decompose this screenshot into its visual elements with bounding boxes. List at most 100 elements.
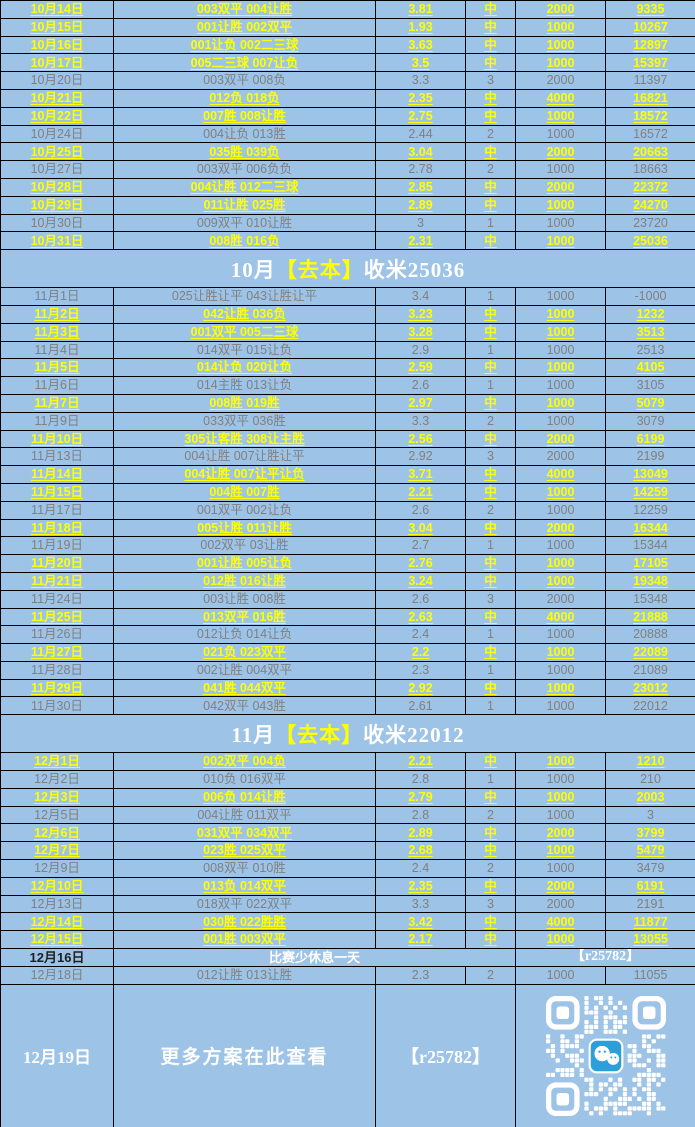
stake-cell: 1000 — [515, 841, 606, 861]
stake-cell: 1000 — [515, 965, 606, 985]
result-cell: 中 — [465, 787, 516, 807]
odds-cell: 2.68 — [375, 841, 466, 861]
profit-cell: 22089 — [605, 643, 695, 662]
date-cell: 11月24日 — [0, 589, 114, 609]
result-cell: 1 — [465, 625, 516, 645]
date-cell: 10月28日 — [0, 177, 114, 197]
stake-cell: 1000 — [515, 231, 606, 251]
date-cell: 12月10日 — [0, 876, 114, 896]
picks-cell: 042双平 043胜 — [113, 696, 376, 716]
stake-cell: 1000 — [515, 554, 606, 573]
date-cell: 10月14日 — [0, 0, 114, 19]
picks-cell: 014主胜 013让负 — [113, 376, 376, 395]
odds-cell: 2.79 — [375, 787, 466, 807]
date-cell: 11月13日 — [0, 447, 114, 467]
picks-cell: 001让负 002二三球 — [113, 35, 376, 55]
bet-row: 11月2日 042让胜 036负 3.23 中 1000 1232 — [0, 304, 695, 324]
date-cell: 11月15日 — [0, 482, 114, 502]
odds-cell: 3.42 — [375, 912, 466, 932]
odds-cell: 3 — [375, 213, 466, 233]
profit-cell: 22372 — [605, 177, 695, 197]
picks-cell: 014让负 020让负 — [113, 358, 376, 378]
result-cell: 2 — [465, 411, 516, 431]
result-cell: 3 — [465, 447, 516, 467]
profit-cell: 210 — [605, 770, 695, 789]
summary-highlight: 【去本】 — [275, 257, 364, 282]
picks-cell: 004让负 013胜 — [113, 124, 376, 144]
picks-cell: 003让胜 008胜 — [113, 589, 376, 609]
odds-cell: 2.59 — [375, 358, 466, 378]
date-cell: 10月15日 — [0, 17, 114, 37]
picks-cell: 008双平 010胜 — [113, 859, 376, 878]
odds-cell: 2.31 — [375, 231, 466, 251]
stake-cell: 1000 — [515, 358, 606, 378]
stake-cell: 1000 — [515, 304, 606, 324]
bet-row: 10月24日 004让负 013胜 2.44 2 1000 16572 — [0, 124, 695, 144]
odds-cell: 1.93 — [375, 17, 466, 37]
stake-cell: 1000 — [515, 213, 606, 233]
profit-cell: 2191 — [605, 894, 695, 914]
stake-cell: 4000 — [515, 88, 606, 108]
stake-cell: 2000 — [515, 429, 606, 449]
profit-cell: 13055 — [605, 930, 695, 950]
picks-cell: 010负 016双平 — [113, 770, 376, 789]
stake-cell: 1000 — [515, 376, 606, 395]
profit-cell: 6191 — [605, 876, 695, 896]
profit-cell: 25036 — [605, 231, 695, 251]
profit-cell: 20663 — [605, 142, 695, 162]
bet-row: 11月1日 025让胜让平 043让胜让平 3.4 1 1000 -1000 — [0, 287, 695, 306]
profit-cell: 24270 — [605, 195, 695, 215]
result-cell: 中 — [465, 554, 516, 573]
result-cell: 2 — [465, 160, 516, 179]
bet-row: 10月17日 005二三球 007让负 3.5 中 1000 15397 — [0, 53, 695, 73]
odds-cell: 2.56 — [375, 429, 466, 449]
date-cell: 12月18日 — [0, 965, 114, 985]
result-cell: 中 — [465, 393, 516, 413]
result-cell: 中 — [465, 231, 516, 251]
bet-row: 12月7日 023胜 025双平 2.68 中 1000 5479 — [0, 841, 695, 861]
date-cell: 12月13日 — [0, 894, 114, 914]
odds-cell: 3.4 — [375, 287, 466, 306]
summary-total: 收米25036 — [363, 257, 466, 282]
bet-row: 12月5日 004让胜 011双平 2.8 2 1000 3 — [0, 805, 695, 825]
bet-row: 10月22日 007胜 008让胜 2.75 中 1000 18572 — [0, 106, 695, 126]
stake-cell: 2000 — [515, 447, 606, 467]
odds-cell: 2.85 — [375, 177, 466, 197]
profit-cell: 9335 — [605, 0, 695, 19]
result-cell: 2 — [465, 965, 516, 985]
picks-cell: 001胜 003双平 — [113, 930, 376, 950]
date-cell: 11月27日 — [0, 643, 114, 662]
date-cell: 10月17日 — [0, 53, 114, 73]
bet-row: 11月13日 004让胜 007让胜让平 2.92 3 2000 2199 — [0, 447, 695, 467]
note-row: 12月16日 比赛少休息一天 【r25782】 — [0, 948, 695, 967]
profit-cell: 16572 — [605, 124, 695, 144]
profit-cell: 5079 — [605, 393, 695, 413]
profit-cell: 18572 — [605, 106, 695, 126]
result-cell: 中 — [465, 429, 516, 449]
bet-row: 12月2日 010负 016双平 2.8 1 1000 210 — [0, 770, 695, 789]
profit-cell: 23012 — [605, 678, 695, 698]
bet-row: 12月18日 012让胜 013让胜 2.3 2 1000 11055 — [0, 965, 695, 985]
qr-cell — [515, 983, 695, 1127]
bet-row: 11月25日 013双平 016胜 2.63 中 4000 21888 — [0, 607, 695, 627]
picks-cell: 014双平 015让负 — [113, 340, 376, 360]
result-cell: 中 — [465, 518, 516, 538]
profit-cell: 18663 — [605, 160, 695, 179]
result-cell: 中 — [465, 142, 516, 162]
odds-cell: 2.9 — [375, 340, 466, 360]
stake-cell: 1000 — [515, 340, 606, 360]
date-cell: 11月29日 — [0, 678, 114, 698]
bet-row: 10月25日 035胜 039负 3.04 中 2000 20663 — [0, 142, 695, 162]
profit-cell: 12259 — [605, 500, 695, 520]
date-cell: 10月20日 — [0, 71, 114, 90]
odds-cell: 3.81 — [375, 0, 466, 19]
bet-row: 10月16日 001让负 002二三球 3.63 中 1000 12897 — [0, 35, 695, 55]
stake-cell: 1000 — [515, 287, 606, 306]
profit-cell: 2199 — [605, 447, 695, 467]
stake-cell: 1000 — [515, 482, 606, 502]
result-cell: 中 — [465, 195, 516, 215]
profit-cell: 10267 — [605, 17, 695, 37]
bet-row: 10月14日 003双平 004让胜 3.81 中 2000 9335 — [0, 0, 695, 19]
odds-cell: 3.24 — [375, 571, 466, 591]
